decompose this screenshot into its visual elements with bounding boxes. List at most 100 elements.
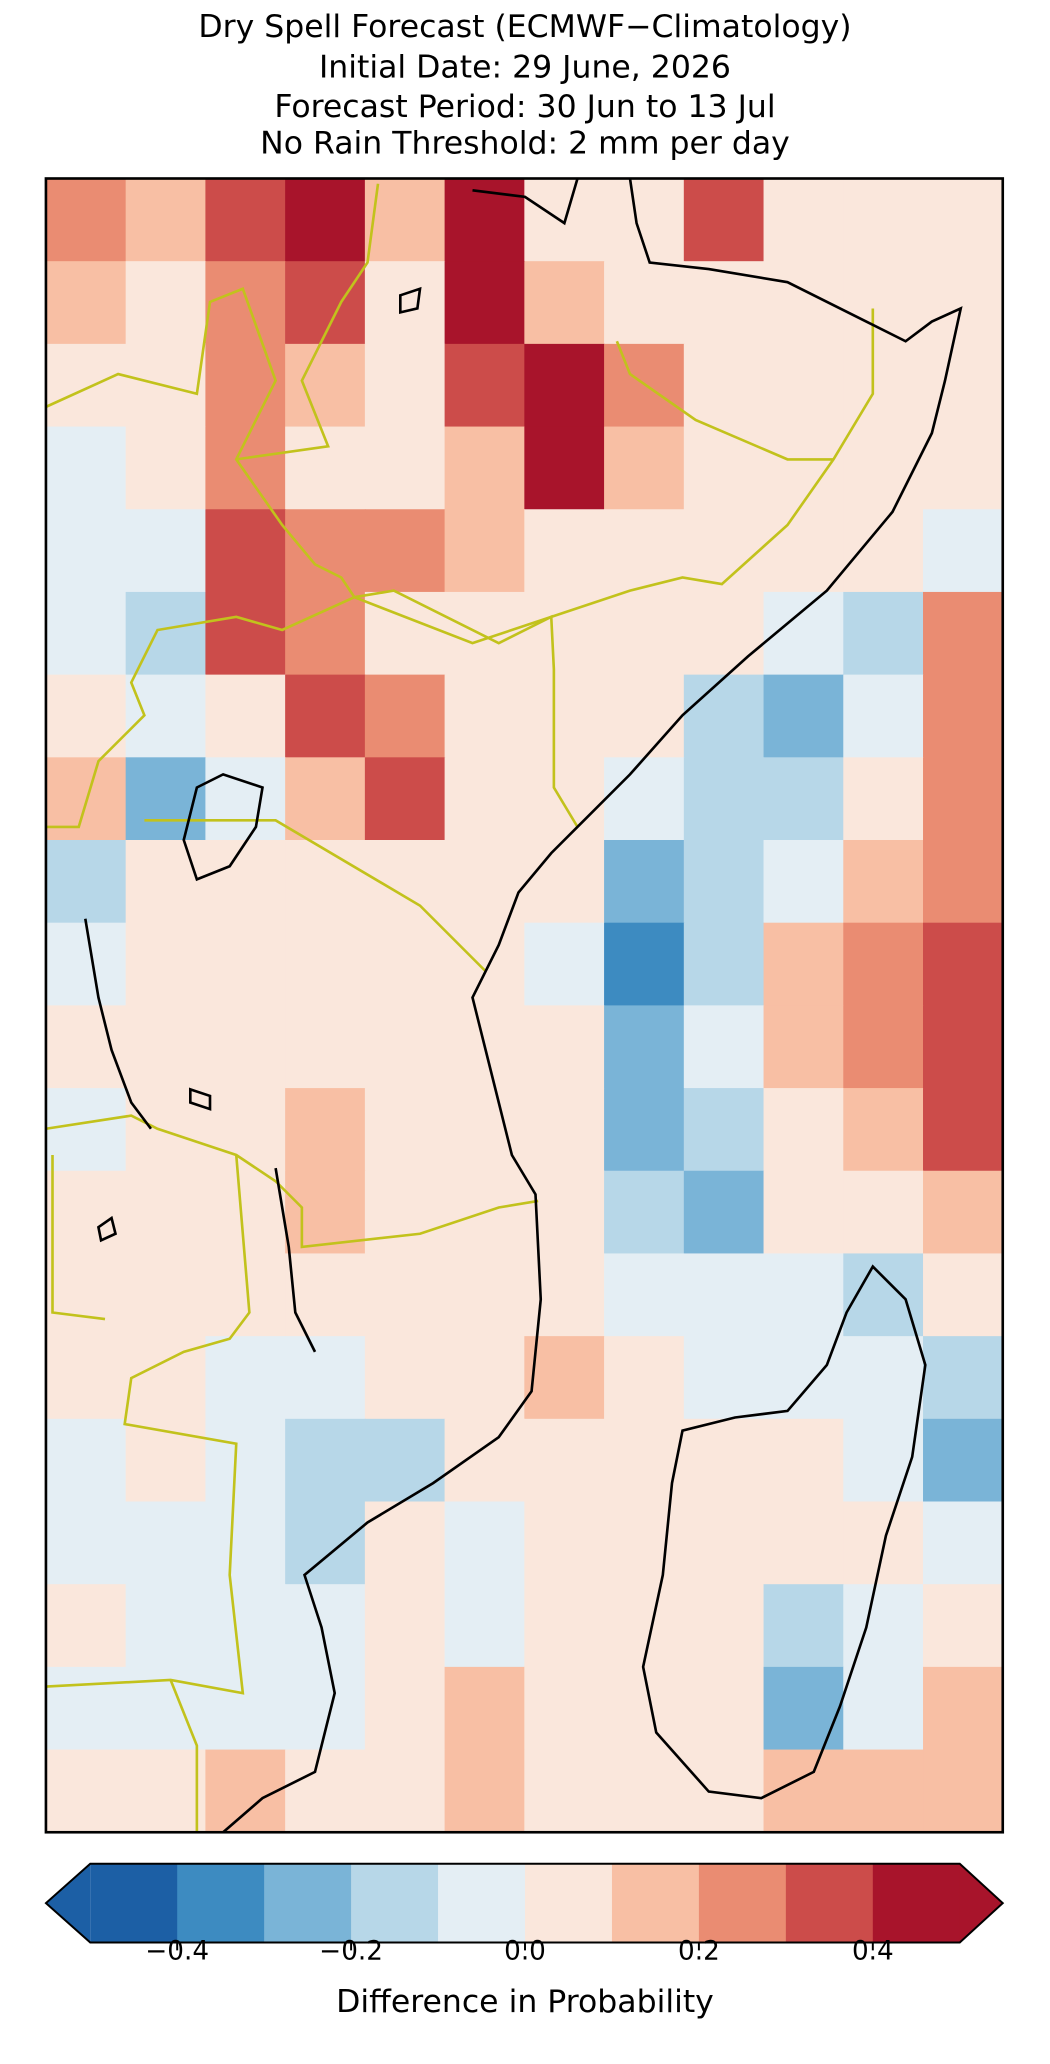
coastlines: [84, 178, 963, 1834]
field-cell: [524, 1501, 605, 1585]
field-layer: [45, 178, 1004, 1833]
field-cell: [45, 509, 127, 593]
colorbar-segment: [611, 1863, 700, 1943]
field-cell: [683, 1088, 765, 1172]
colorbar-segment: [785, 1863, 874, 1943]
field-cell: [604, 840, 685, 924]
field-cell: [524, 426, 605, 510]
field-cell: [285, 178, 366, 262]
field-cell: [604, 1005, 685, 1089]
field-cell: [205, 840, 286, 924]
field-cell: [45, 922, 127, 1007]
field-cell: [285, 1666, 366, 1751]
field-cell: [843, 343, 924, 428]
lake: [84, 918, 152, 1130]
field-cell: [285, 343, 366, 428]
field-cell: [923, 1170, 1004, 1255]
field-cell: [683, 1584, 765, 1668]
field-cell: [205, 1584, 286, 1668]
field-cell: [524, 840, 605, 924]
border-line: [45, 287, 357, 829]
field-cell: [763, 178, 844, 262]
field-cell: [843, 1666, 924, 1751]
field-cell: [604, 509, 685, 593]
field-cell: [364, 1170, 446, 1255]
field-cell: [45, 343, 127, 428]
border-line: [144, 819, 487, 973]
field-cell: [923, 509, 1004, 593]
colorbar-tick-label: −0.2: [319, 1937, 383, 1967]
field-cell: [524, 261, 605, 345]
field-cell: [205, 674, 286, 758]
field-cell: [285, 674, 366, 758]
field-cell: [125, 922, 207, 1007]
field-cell: [843, 261, 924, 345]
field-cell: [444, 426, 525, 510]
field-cell: [683, 1336, 765, 1420]
field-cell: [444, 674, 525, 758]
field-cell: [364, 1501, 446, 1585]
field-cell: [285, 261, 366, 345]
title-line: Dry Spell Forecast (ECMWF−Climatology): [198, 9, 851, 45]
field-cell: [125, 840, 207, 924]
colorbar-extend-min: [45, 1863, 91, 1943]
field-cell: [205, 1749, 286, 1833]
field-cell: [285, 1584, 366, 1668]
field-cell: [763, 1088, 844, 1172]
field-cell: [843, 591, 924, 676]
field-cell: [683, 1005, 765, 1089]
colorbar-segment: [525, 1863, 613, 1943]
field-cell: [444, 591, 525, 676]
field-cell: [285, 591, 366, 676]
field-cell: [604, 1501, 685, 1585]
field-cell: [843, 922, 924, 1007]
field-cell: [444, 1666, 525, 1751]
field-cell: [364, 261, 446, 345]
field-cell: [444, 1749, 525, 1833]
colorbar-segment: [438, 1863, 526, 1943]
colorbar-segment: [264, 1863, 352, 1943]
field-cell: [604, 1749, 685, 1833]
field-cell: [763, 261, 844, 345]
lake: [182, 772, 264, 882]
field-cell: [923, 1584, 1004, 1668]
field-cell: [444, 1336, 525, 1420]
field-cell: [125, 1170, 207, 1255]
field-cell: [683, 178, 765, 262]
field-cell: [923, 591, 1004, 676]
field-cell: [45, 1584, 127, 1668]
coastline: [472, 178, 579, 226]
field-cell: [524, 922, 605, 1007]
field-cell: [923, 840, 1004, 924]
field-cell: [524, 1253, 605, 1337]
field-cell: [923, 343, 1004, 428]
field-cell: [524, 343, 605, 428]
field-cell: [923, 1253, 1004, 1337]
field-cell: [285, 1336, 366, 1420]
field-cell: [763, 1253, 844, 1337]
colorbar: −0.4 −0.2 0.0 0.2 0.4: [44, 1862, 1005, 1967]
field-cell: [923, 1005, 1004, 1089]
field-cell: [364, 922, 446, 1007]
field-cell: [683, 1749, 765, 1833]
field-cell: [524, 509, 605, 593]
field-cell: [125, 509, 207, 593]
field-cell: [364, 1005, 446, 1089]
border-line: [615, 340, 834, 461]
lake: [274, 1167, 317, 1353]
colorbar-tick-label: −0.4: [145, 1937, 209, 1967]
field-cell: [205, 178, 286, 262]
lake: [96, 1215, 118, 1243]
field-cell: [444, 1418, 525, 1503]
field-cell: [285, 1749, 366, 1833]
field-cell: [843, 1005, 924, 1089]
field-cell: [763, 1005, 844, 1089]
field-cell: [843, 757, 924, 841]
field-cell: [604, 261, 685, 345]
field-cell: [524, 1749, 605, 1833]
field-cell: [763, 1336, 844, 1420]
borders: [45, 183, 875, 1833]
field-cell: [45, 1418, 127, 1503]
field-cell: [285, 840, 366, 924]
colorbar-extend-max: [959, 1863, 1003, 1943]
